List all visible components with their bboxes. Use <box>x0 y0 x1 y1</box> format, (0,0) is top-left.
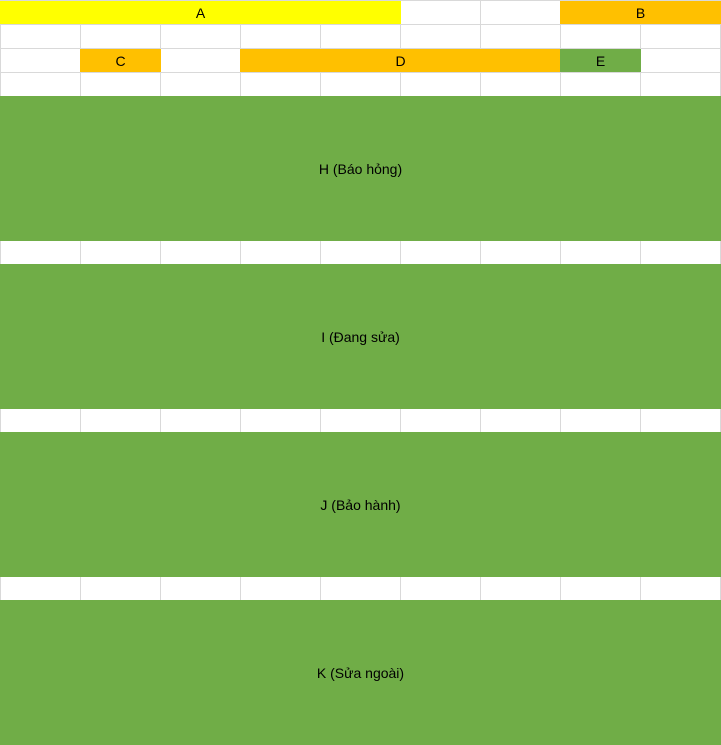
cell-label: I (Đang sửa) <box>321 328 400 345</box>
cell-label: C <box>115 52 126 69</box>
cell-c[interactable]: C <box>80 49 161 72</box>
merged-cell-i-dang-sua[interactable]: I (Đang sửa) <box>0 264 721 409</box>
cell-e[interactable]: E <box>560 49 641 72</box>
merged-cell-b[interactable]: B <box>560 1 721 24</box>
merged-cell-k-sua-ngoai[interactable]: K (Sửa ngoài) <box>0 600 721 745</box>
merged-cell-d[interactable]: D <box>240 49 561 72</box>
cell-label: K (Sửa ngoài) <box>316 664 405 681</box>
merged-cell-h-bao-hong[interactable]: H (Báo hỏng) <box>0 96 721 241</box>
cell-label: A <box>195 4 206 21</box>
cell-label: H (Báo hỏng) <box>318 160 403 177</box>
cell-label: D <box>395 52 406 69</box>
cell-label: E <box>595 52 606 69</box>
cell-label: J (Bảo hành) <box>320 496 401 513</box>
merged-cell-a[interactable]: A <box>0 1 401 24</box>
merged-cell-j-bao-hanh[interactable]: J (Bảo hành) <box>0 432 721 577</box>
cell-label: B <box>635 4 646 21</box>
